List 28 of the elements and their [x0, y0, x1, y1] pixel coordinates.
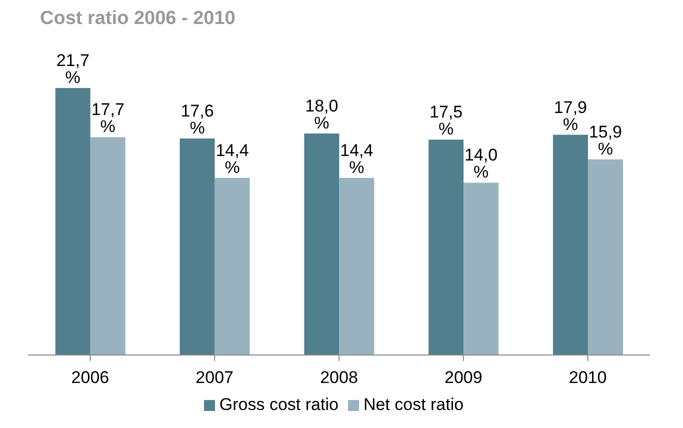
x-tick-label: 2007 [196, 368, 234, 388]
data-label: 14,4 % [340, 140, 374, 177]
data-label: 18,0 % [305, 96, 338, 133]
data-label: 14,4 % [216, 140, 249, 177]
x-tick-label: 2009 [444, 368, 482, 388]
bar [180, 138, 215, 355]
x-tick-label: 2008 [320, 368, 358, 388]
data-label: 15,9 % [588, 122, 622, 158]
bar [552, 134, 588, 355]
x-tick-label: 2010 [568, 368, 607, 388]
x-tick-label: 2006 [71, 368, 110, 388]
bar [304, 134, 340, 355]
bar [588, 159, 623, 355]
chart-title: Cost ratio 2006 - 2010 [39, 8, 236, 31]
data-label: 17,9 % [554, 98, 588, 134]
data-label: 14,0 % [464, 146, 498, 182]
bar [214, 178, 250, 355]
bar [464, 182, 499, 355]
data-label: 21,7 % [56, 51, 90, 87]
data-label: 17,6 % [180, 101, 214, 138]
bar [55, 88, 90, 355]
bar [428, 140, 464, 355]
data-label: 17,5 % [430, 102, 463, 139]
data-label: 17,7 % [91, 100, 124, 136]
bar [90, 137, 126, 355]
bar [339, 178, 374, 355]
legend-label: Net cost ratio [363, 395, 464, 414]
legend-label: Gross cost ratio [219, 395, 338, 414]
